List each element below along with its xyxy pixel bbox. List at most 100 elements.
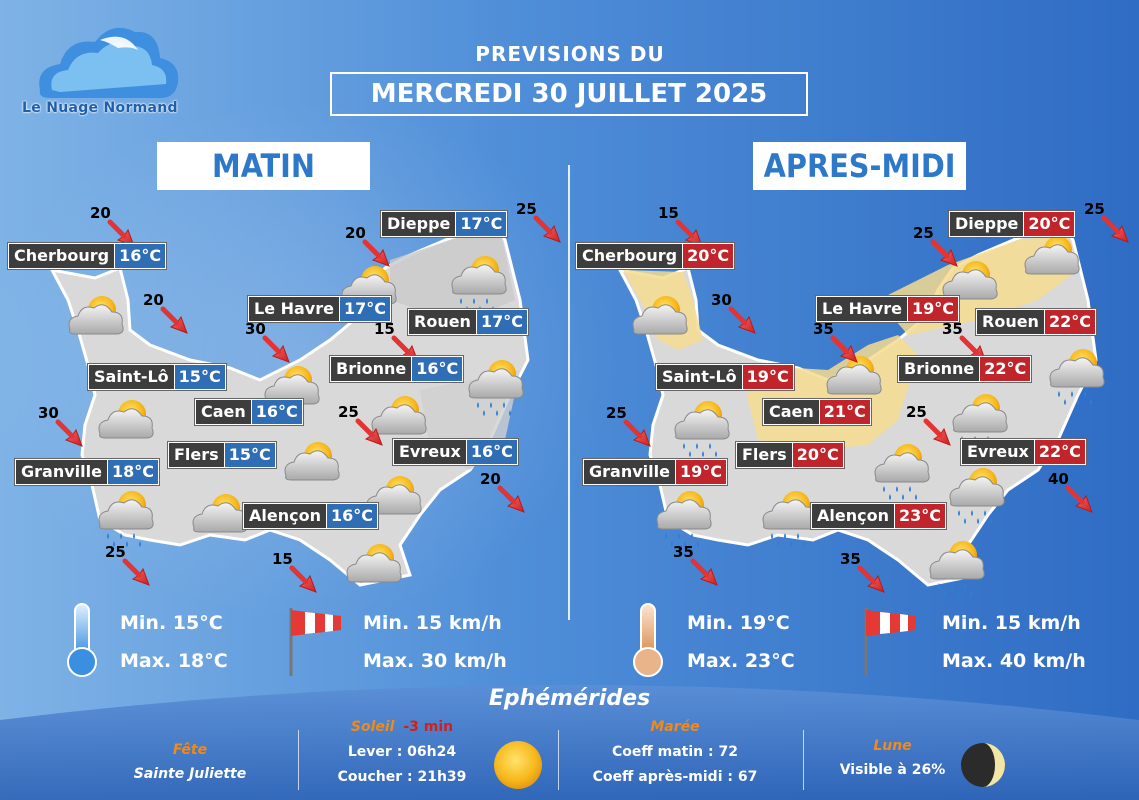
rain-cloud-icon bbox=[92, 485, 158, 551]
city-temperature: 15°C bbox=[223, 443, 275, 467]
city-name: Flers bbox=[737, 443, 792, 467]
rain-cloud-icon bbox=[868, 438, 934, 504]
logo-cloud bbox=[39, 27, 179, 98]
city-temperature: 21°C bbox=[818, 400, 870, 424]
city-name: Rouen bbox=[409, 310, 476, 334]
wind-arrow-icon bbox=[261, 334, 295, 368]
city-label: Brionne 16°C bbox=[330, 356, 464, 382]
city-name: Alençon bbox=[812, 504, 894, 528]
city-name: Granville bbox=[16, 460, 107, 484]
city-temperature: 19°C bbox=[741, 365, 793, 389]
wind-arrow-icon bbox=[1064, 484, 1098, 518]
city-label: Evreux 16°C bbox=[393, 439, 518, 465]
wind-speed: 35 bbox=[840, 550, 861, 568]
city-label: Evreux 22°C bbox=[961, 439, 1086, 465]
city-name: Evreux bbox=[962, 440, 1034, 464]
wind-speed: 25 bbox=[516, 200, 537, 218]
city-temperature: 17°C bbox=[338, 297, 390, 321]
rain-cloud-icon bbox=[462, 354, 528, 420]
city-label: Saint-Lô 19°C bbox=[656, 364, 794, 390]
moon-icon bbox=[961, 743, 1005, 787]
fete-value: Sainte Juliette bbox=[133, 766, 247, 782]
column-separator bbox=[298, 730, 299, 790]
rain-cloud-icon bbox=[756, 485, 822, 551]
city-name: Le Havre bbox=[817, 297, 907, 321]
afternoon-wind-min: Min. 15 km/h bbox=[942, 612, 1081, 634]
column-separator bbox=[558, 730, 559, 790]
city-name: Le Havre bbox=[249, 297, 339, 321]
sun-cloud-icon bbox=[365, 390, 431, 456]
sun-cloud-icon bbox=[340, 538, 406, 604]
windsock-icon-afternoon bbox=[864, 608, 916, 676]
wind-speed: 35 bbox=[673, 543, 694, 561]
city-label: Alençon 16°C bbox=[243, 503, 378, 529]
wind-speed: 15 bbox=[272, 550, 293, 568]
afternoon-title: APRES-MIDI bbox=[753, 142, 966, 190]
wind-speed: 25 bbox=[606, 404, 627, 422]
city-label: Granville 19°C bbox=[583, 459, 727, 485]
fete-label: Fête bbox=[172, 742, 208, 758]
column-separator bbox=[803, 730, 804, 790]
city-temperature: 20°C bbox=[1023, 212, 1075, 236]
city-name: Brionne bbox=[331, 357, 412, 381]
sun-cloud-icon bbox=[936, 255, 1002, 321]
sun-cloud-icon bbox=[626, 290, 692, 356]
brand-logo-text: Le Nuage Normand bbox=[22, 100, 178, 116]
sunrise-time: Lever : 06h24 bbox=[347, 744, 457, 760]
morning-title: MATIN bbox=[157, 142, 370, 190]
wind-speed: 20 bbox=[90, 204, 111, 222]
wind-arrow-icon bbox=[727, 305, 761, 339]
city-name: Flers bbox=[169, 443, 224, 467]
city-label: Le Havre 17°C bbox=[248, 296, 391, 322]
morning-temp-max: Max. 18°C bbox=[120, 650, 228, 672]
sun-cloud-icon bbox=[820, 350, 886, 416]
section-divider bbox=[568, 165, 570, 620]
header-date: MERCREDI 30 JUILLET 2025 bbox=[330, 72, 808, 116]
soleil-header: Soleil -3 min bbox=[312, 719, 492, 735]
sun-icon bbox=[494, 741, 542, 789]
city-label: Flers 15°C bbox=[168, 442, 276, 468]
sun-cloud-icon bbox=[278, 436, 344, 502]
sun-cloud-icon bbox=[360, 470, 426, 536]
ephemerides-title: Ephémérides bbox=[488, 686, 651, 711]
city-temperature: 16°C bbox=[114, 244, 166, 268]
sun-cloud-icon bbox=[1018, 230, 1084, 296]
wind-arrow-icon bbox=[354, 417, 388, 451]
sun-cloud-icon bbox=[92, 394, 158, 460]
wind-speed: 30 bbox=[711, 291, 732, 309]
city-name: Caen bbox=[764, 400, 819, 424]
wind-speed: 20 bbox=[143, 291, 164, 309]
rain-cloud-icon bbox=[445, 250, 511, 316]
rain-cloud-icon bbox=[668, 395, 734, 461]
lune-label: Lune bbox=[873, 738, 912, 754]
moon-visibility: Visible à 26% bbox=[839, 762, 946, 778]
city-label: Granville 18°C bbox=[15, 459, 159, 485]
sun-cloud-icon bbox=[258, 360, 324, 426]
wind-arrow-icon bbox=[929, 238, 963, 272]
city-label: Cherbourg 20°C bbox=[576, 243, 735, 269]
afternoon-temp-max: Max. 23°C bbox=[687, 650, 795, 672]
rain-cloud-icon bbox=[1043, 343, 1109, 409]
city-temperature: 16°C bbox=[411, 357, 463, 381]
wind-arrow-icon bbox=[829, 334, 863, 368]
wind-speed: 30 bbox=[38, 404, 59, 422]
wind-speed: 25 bbox=[338, 403, 359, 421]
city-temperature: 22°C bbox=[1033, 440, 1085, 464]
city-temperature: 20°C bbox=[682, 244, 734, 268]
city-name: Dieppe bbox=[950, 212, 1024, 236]
wind-speed: 25 bbox=[1084, 200, 1105, 218]
soleil-label: Soleil bbox=[350, 719, 395, 735]
wind-speed: 20 bbox=[480, 470, 501, 488]
city-temperature: 19°C bbox=[674, 460, 726, 484]
wind-arrow-icon bbox=[689, 557, 723, 591]
morning-wind-min: Min. 15 km/h bbox=[363, 612, 502, 634]
city-name: Saint-Lô bbox=[657, 365, 742, 389]
city-temperature: 18°C bbox=[106, 460, 158, 484]
wind-arrow-icon bbox=[856, 564, 890, 598]
city-label: Alençon 23°C bbox=[811, 503, 946, 529]
afternoon-temp-min: Min. 19°C bbox=[687, 612, 790, 634]
city-label: Dieppe 20°C bbox=[949, 211, 1076, 237]
thermometer-cold-icon bbox=[67, 603, 97, 677]
wind-arrow-icon bbox=[288, 564, 322, 598]
windsock-icon bbox=[289, 608, 341, 676]
